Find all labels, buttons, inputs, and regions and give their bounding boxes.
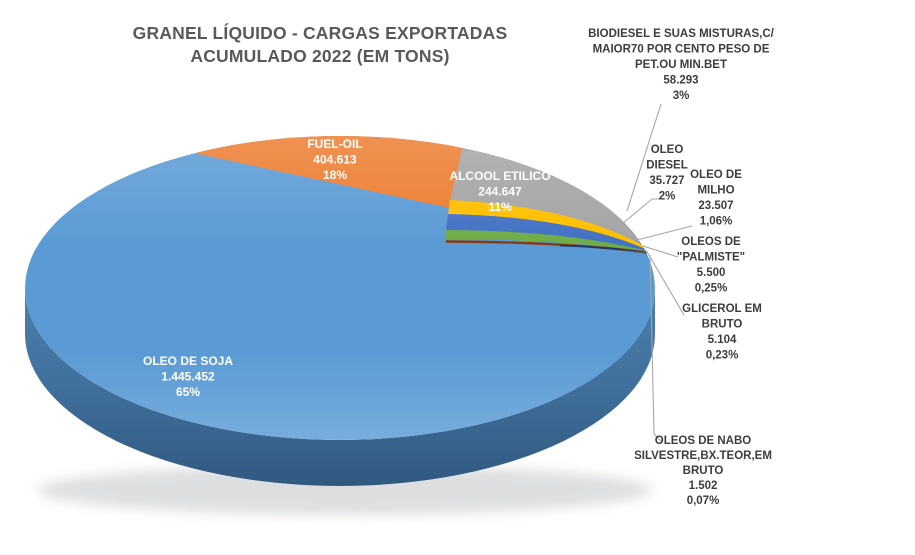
slice-label-line: DIESEL bbox=[646, 160, 688, 172]
slice-label-line: 0,07% bbox=[687, 495, 720, 507]
slice-label-line: OLEO DE SOJA bbox=[143, 354, 233, 368]
slice-label-line: 5.500 bbox=[697, 267, 726, 279]
slice-label-oleos-de-nabo-silvestre-bx-t: OLEOS DE NABO SILVESTRE,BX.TEOR,EM BRUTO 1.… bbox=[634, 435, 772, 507]
slice-label-line: MILHO bbox=[697, 185, 734, 197]
slice-label-line: 23.507 bbox=[698, 200, 733, 212]
slice-label-line: 404.613 bbox=[313, 153, 357, 167]
chart-title: GRANEL LÍQUIDO - CARGAS EXPORTADAS ACUMU… bbox=[108, 22, 532, 68]
slice-label-line: 58.293 bbox=[663, 75, 698, 87]
leader-line-biodiesel-e-suas-misturas-c- bbox=[626, 103, 662, 212]
slice-label-line: 1.445.452 bbox=[161, 370, 215, 384]
slice-label-line: 244.647 bbox=[478, 185, 522, 199]
slice-label-glicerol-em-bruto: GLICEROL EM BRUTO 5.104 0,23% bbox=[682, 303, 762, 362]
slice-label-alcool-etilico: ALCOOL ETILICO 244.647 11% bbox=[449, 169, 550, 214]
leader-line-oleos-de-nabo-silvestre-bx-t bbox=[649, 254, 662, 442]
slice-label-line: BRUTO bbox=[683, 465, 724, 477]
slice-label-line: BIODIESEL E SUAS MISTURAS,C/ bbox=[588, 28, 775, 40]
slice-label-line: 0,25% bbox=[695, 283, 728, 295]
slice-label-line: 1,06% bbox=[700, 216, 733, 228]
slice-label-line: 3% bbox=[673, 90, 690, 102]
slice-label-line: OLEO DE bbox=[690, 169, 742, 181]
slice-label-oleo-de-soja: OLEO DE SOJA 1.445.452 65% bbox=[143, 354, 233, 399]
slice-label-line: OLEO bbox=[651, 144, 684, 156]
slice-label-oleo-diesel: OLEO DIESEL 35.727 2% bbox=[646, 144, 688, 203]
slice-label-line: 2% bbox=[659, 191, 676, 203]
slice-label-line: 0,23% bbox=[706, 350, 739, 362]
slice-label-oleos-de-palmiste: OLEOS DE "PALMISTE" 5.500 0,25% bbox=[677, 236, 745, 295]
pie-shadow bbox=[37, 465, 653, 515]
slice-label-line: FUEL-OIL bbox=[307, 137, 362, 151]
leader-line-oleos-de-palmiste bbox=[642, 245, 679, 258]
slice-label-line: BRUTO bbox=[702, 319, 743, 331]
slice-label-line: MAIOR70 POR CENTO PESO DE bbox=[593, 44, 770, 56]
slice-label-line: OLEOS DE NABO bbox=[655, 435, 752, 447]
slice-label-line: 1.502 bbox=[689, 480, 718, 492]
slice-label-line: 65% bbox=[176, 385, 200, 399]
slice-label-line: 18% bbox=[323, 168, 347, 182]
chart-title-line-2: ACUMULADO 2022 (EM TONS) bbox=[190, 46, 450, 66]
slice-label-line: GLICEROL EM bbox=[682, 303, 762, 315]
slice-label-line: 5.104 bbox=[708, 334, 737, 346]
chart-title-line-1: GRANEL LÍQUIDO - CARGAS EXPORTADAS bbox=[132, 23, 508, 43]
slice-label-line: SILVESTRE,BX.TEOR,EM bbox=[634, 450, 772, 462]
slice-label-line: "PALMISTE" bbox=[677, 252, 745, 264]
slice-label-line: PET.OU MIN.BET bbox=[635, 59, 727, 71]
slice-label-oleo-de-milho: OLEO DE MILHO 23.507 1,06% bbox=[690, 169, 742, 228]
slice-label-line: 11% bbox=[488, 200, 512, 214]
slice-label-fuel-oil: FUEL-OIL 404.613 18% bbox=[307, 137, 362, 182]
slice-label-line: 35.727 bbox=[649, 175, 684, 187]
slice-label-line: ALCOOL ETILICO bbox=[449, 169, 550, 183]
leader-line-glicerol-em-bruto bbox=[645, 249, 685, 316]
leader-line-oleo-de-milho bbox=[636, 225, 693, 241]
slice-label-line: OLEOS DE bbox=[681, 236, 741, 248]
leader-line-oleo-diesel bbox=[621, 198, 660, 225]
slice-label-biodiesel-e-suas-misturas-c-: BIODIESEL E SUAS MISTURAS,C/MAIOR70 POR … bbox=[588, 28, 775, 102]
